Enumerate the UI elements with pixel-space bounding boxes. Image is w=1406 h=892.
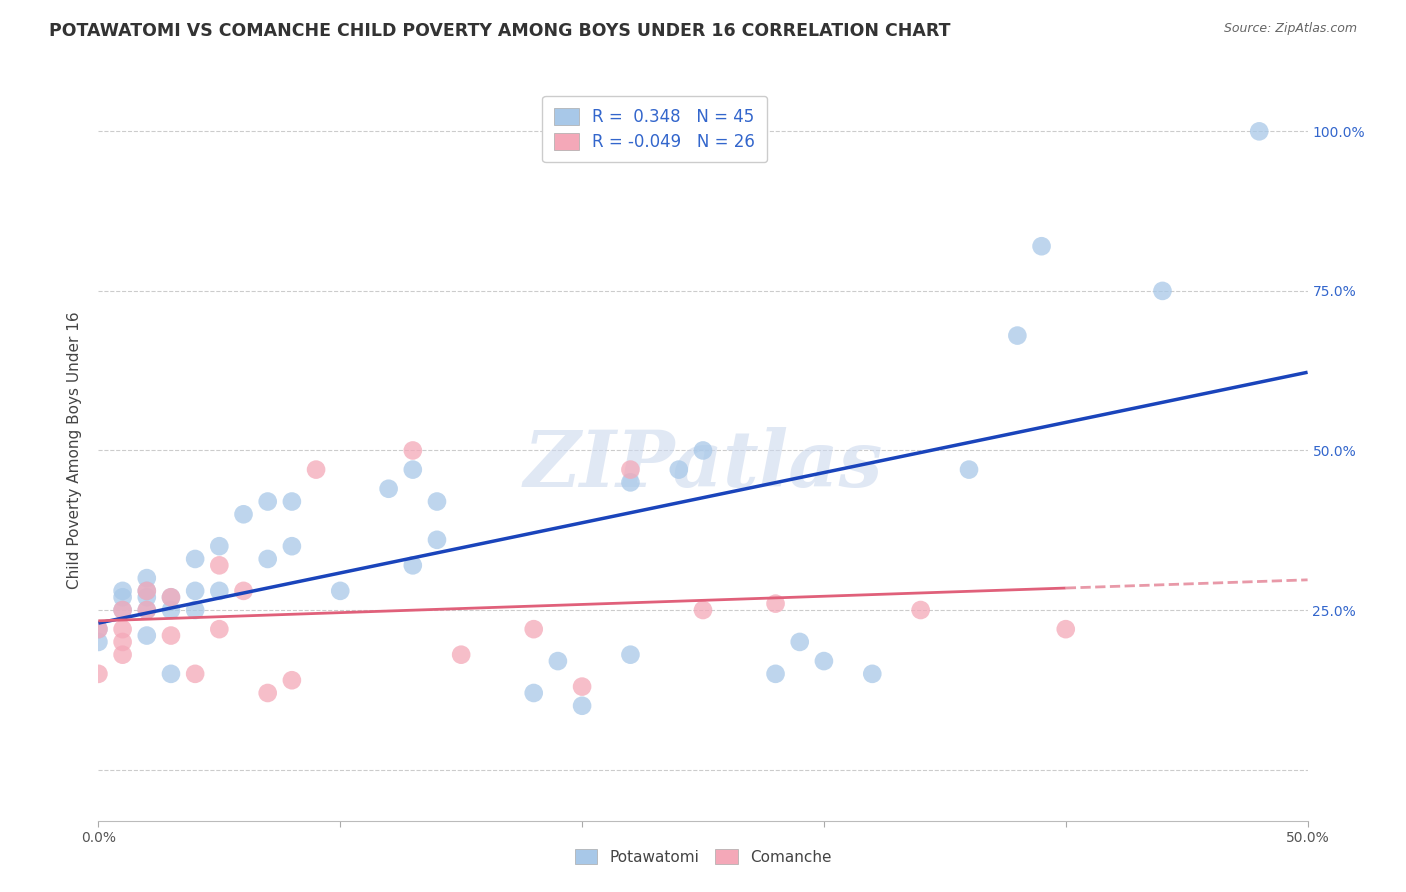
Point <box>305 462 328 476</box>
Point <box>377 482 399 496</box>
Point <box>571 698 593 713</box>
Point <box>789 635 811 649</box>
Point <box>184 552 207 566</box>
Point <box>1152 284 1174 298</box>
Point <box>765 597 787 611</box>
Point <box>619 475 641 490</box>
Point <box>619 462 641 476</box>
Point <box>910 603 932 617</box>
Point <box>160 591 183 605</box>
Point <box>523 686 546 700</box>
Point <box>450 648 472 662</box>
Point <box>184 666 207 681</box>
Point <box>87 635 110 649</box>
Point <box>160 666 183 681</box>
Point <box>426 533 449 547</box>
Point <box>402 558 425 573</box>
Text: POTAWATOMI VS COMANCHE CHILD POVERTY AMONG BOYS UNDER 16 CORRELATION CHART: POTAWATOMI VS COMANCHE CHILD POVERTY AMO… <box>49 22 950 40</box>
Y-axis label: Child Poverty Among Boys Under 16: Child Poverty Among Boys Under 16 <box>67 311 83 590</box>
Point <box>692 443 714 458</box>
Point <box>571 680 593 694</box>
Point <box>208 558 231 573</box>
Point <box>135 571 157 585</box>
Point <box>256 552 278 566</box>
Point <box>87 622 110 636</box>
Point <box>111 648 134 662</box>
Legend: Potawatomi, Comanche: Potawatomi, Comanche <box>567 841 839 872</box>
Point <box>184 583 207 598</box>
Point <box>135 603 157 617</box>
Point <box>281 494 304 508</box>
Point <box>1031 239 1053 253</box>
Point <box>692 603 714 617</box>
Point <box>957 462 980 476</box>
Point <box>135 591 157 605</box>
Point <box>208 622 231 636</box>
Point <box>402 462 425 476</box>
Point <box>111 591 134 605</box>
Point <box>813 654 835 668</box>
Point <box>135 629 157 643</box>
Point <box>111 603 134 617</box>
Point <box>281 539 304 553</box>
Point <box>87 666 110 681</box>
Point <box>111 635 134 649</box>
Point <box>619 648 641 662</box>
Point <box>160 603 183 617</box>
Point <box>523 622 546 636</box>
Point <box>111 622 134 636</box>
Point <box>160 591 183 605</box>
Point <box>87 622 110 636</box>
Point <box>1007 328 1029 343</box>
Point <box>208 539 231 553</box>
Point <box>765 666 787 681</box>
Point <box>256 686 278 700</box>
Text: ZIPatlas: ZIPatlas <box>523 427 883 503</box>
Point <box>668 462 690 476</box>
Point <box>208 583 231 598</box>
Point <box>135 583 157 598</box>
Point <box>184 603 207 617</box>
Point <box>111 583 134 598</box>
Point <box>402 443 425 458</box>
Point <box>1249 124 1271 138</box>
Point <box>232 508 254 522</box>
Point <box>111 603 134 617</box>
Point <box>547 654 569 668</box>
Point <box>281 673 304 688</box>
Point <box>329 583 352 598</box>
Point <box>160 629 183 643</box>
Point <box>232 583 254 598</box>
Point <box>135 603 157 617</box>
Point <box>256 494 278 508</box>
Point <box>860 666 883 681</box>
Point <box>1054 622 1077 636</box>
Point <box>135 583 157 598</box>
Point <box>426 494 449 508</box>
Text: Source: ZipAtlas.com: Source: ZipAtlas.com <box>1223 22 1357 36</box>
